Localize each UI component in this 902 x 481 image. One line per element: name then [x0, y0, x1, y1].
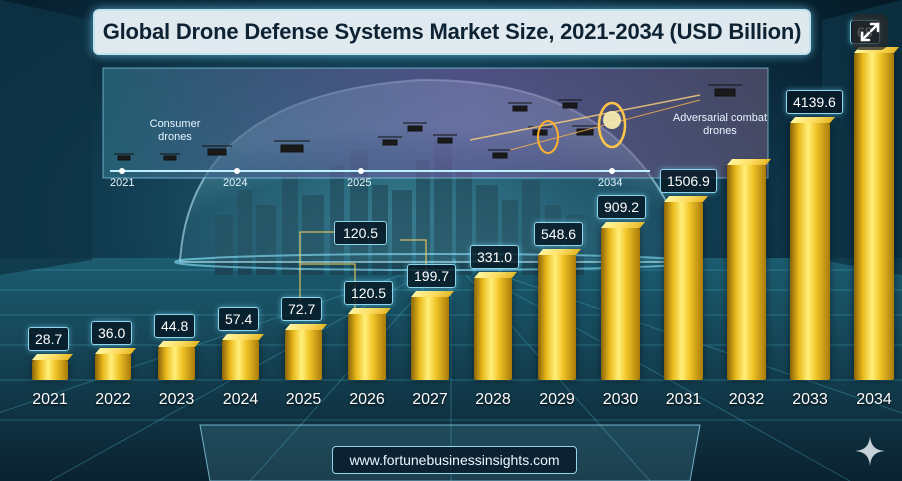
bar-top-2028: [474, 272, 518, 278]
chart-title-box: Global Drone Defense Systems Market Size…: [93, 9, 811, 55]
chart-title: Global Drone Defense Systems Market Size…: [102, 19, 802, 44]
timeline-left-label: Consumer drones: [149, 118, 201, 143]
bar-top-2033: [790, 117, 836, 123]
callout-label: 120.5: [334, 221, 388, 245]
bar-top-2029: [538, 249, 582, 255]
value-label-2027: 199.7: [407, 264, 457, 288]
value-label-2022: 36.0: [91, 321, 133, 345]
bar-2028: [474, 278, 512, 380]
value-label-2030: 909.2: [597, 195, 647, 219]
year-label-2027: 2027: [412, 391, 448, 408]
bar-2026: [348, 314, 386, 380]
expand-icon[interactable]: [852, 14, 888, 50]
timeline-year-2: 2024: [223, 177, 248, 189]
year-label-2033: 2033: [792, 391, 828, 408]
bar-2025: [285, 330, 322, 380]
bar-top-2030: [601, 222, 646, 228]
bar-top-2024: [222, 334, 265, 340]
year-label-2023: 2023: [158, 391, 195, 408]
value-label-2021: 28.7: [28, 327, 70, 351]
year-label-2022: 2022: [95, 391, 131, 408]
year-label-2028: 2028: [475, 391, 511, 408]
year-label-2030: 2030: [602, 391, 639, 408]
year-label-2032: 2032: [728, 391, 765, 408]
year-label-2031: 2031: [665, 391, 702, 408]
bar-2023: [158, 347, 195, 380]
value-label-2024: 57.4: [218, 307, 260, 331]
bar-2022: [95, 354, 131, 380]
bar-top-2021: [32, 354, 74, 360]
year-label-2024: 2024: [222, 391, 259, 408]
bar-top-2026: [348, 308, 392, 314]
bar-2030: [601, 228, 640, 380]
timeline-right-label: Adversarial combat drones: [672, 112, 768, 137]
year-label-2025: 2025: [285, 391, 322, 408]
bar-top-2027: [411, 291, 455, 297]
bar-2033: [790, 123, 830, 380]
bar-top-2031: [664, 196, 709, 202]
bar-top-2032: [727, 159, 772, 165]
value-label-2031: 1506.9: [660, 169, 717, 193]
bar-2024: [222, 340, 259, 380]
bar-2034: [854, 53, 894, 380]
bar-2021: [32, 360, 68, 380]
value-label-2028: 331.0: [470, 245, 520, 269]
source-url[interactable]: www.fortunebusinessinsights.com: [332, 446, 577, 474]
value-label-2023: 44.8: [154, 314, 196, 338]
value-label-2026: 120.5: [344, 281, 394, 305]
bar-2031: [664, 202, 703, 380]
value-label-2033: 4139.6: [786, 90, 843, 114]
bar-2032: [727, 165, 766, 380]
year-label-2021: 2021: [32, 391, 68, 408]
bar-2029: [538, 255, 576, 380]
value-label-2025: 72.7: [281, 297, 323, 321]
bar-top-2022: [95, 348, 137, 354]
bar-2027: [411, 297, 449, 380]
timeline-year-4: 2034: [598, 177, 623, 189]
sparkle-icon: [853, 434, 887, 468]
year-label-2034: 2034: [856, 391, 892, 408]
year-label-2029: 2029: [539, 391, 575, 408]
value-label-2029: 548.6: [534, 222, 584, 246]
timeline-year-1: 2021: [110, 177, 135, 189]
bar-top-2023: [158, 341, 201, 347]
bar-top-2025: [285, 324, 328, 330]
year-label-2026: 2026: [349, 391, 385, 408]
timeline-year-3: 2025: [347, 177, 372, 189]
